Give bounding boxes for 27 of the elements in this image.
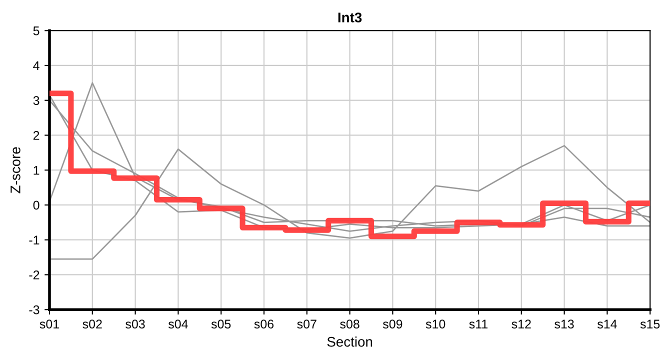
- x-tick-label: s03: [126, 320, 145, 329]
- y-tick-label: 4: [33, 61, 40, 70]
- y-tick-label: -1: [29, 236, 40, 244]
- x-tick-label: s09: [382, 320, 402, 329]
- y-tick-label: 1: [34, 166, 40, 175]
- x-tick-label: s01: [40, 320, 59, 329]
- x-tick-label: s05: [211, 320, 231, 329]
- x-tick-label: s11: [469, 320, 488, 329]
- y-tick-label: 3: [33, 96, 40, 105]
- x-tick-label: s13: [554, 320, 574, 329]
- y-tick-label: 5: [33, 26, 40, 36]
- x-tick-label: s06: [254, 320, 274, 329]
- x-axis-title: Section: [327, 336, 372, 347]
- x-tick-label: s12: [512, 320, 531, 329]
- chart-title: Int3: [338, 12, 362, 22]
- y-tick-label: 2: [33, 131, 40, 140]
- y-tick-label: -2: [29, 270, 40, 280]
- x-tick-label: s15: [640, 320, 660, 329]
- y-tick-label: 0: [33, 200, 40, 210]
- x-tick-label: s02: [82, 320, 102, 329]
- y-tick-label: -3: [29, 305, 40, 314]
- x-tick-label: s14: [597, 320, 617, 329]
- x-tick-label: s04: [168, 320, 188, 329]
- x-tick-label: s10: [426, 320, 446, 329]
- x-tick-label: s08: [340, 320, 360, 329]
- x-tick-label: s07: [297, 320, 316, 329]
- y-axis-title: Z-score: [10, 147, 20, 194]
